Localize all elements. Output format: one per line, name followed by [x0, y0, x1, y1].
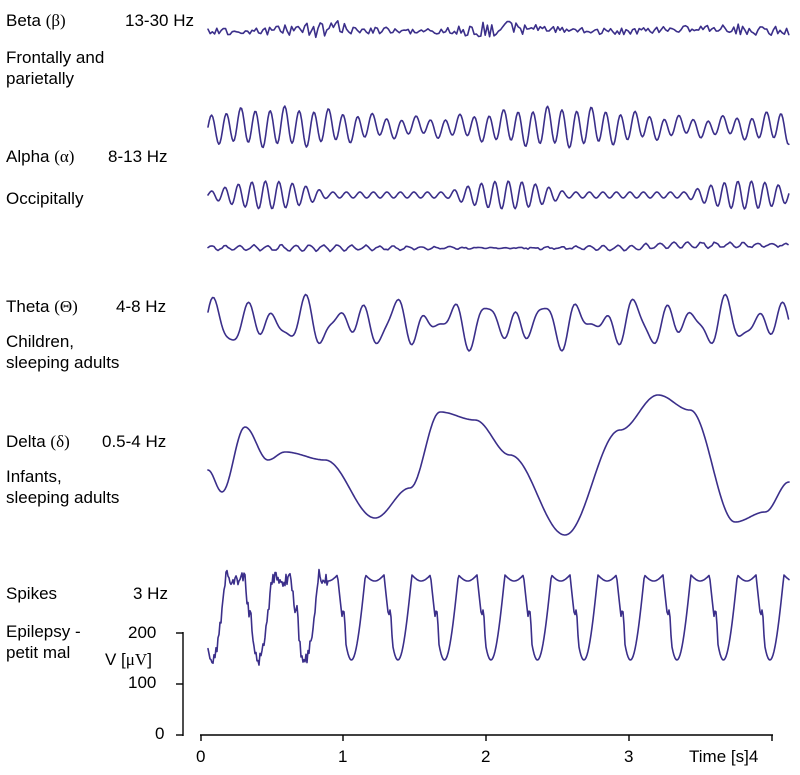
theta-trace	[207, 293, 790, 352]
theta-name: Theta	[6, 297, 55, 316]
x-tick-label-3: 3	[624, 747, 634, 766]
delta-title: Delta (δ)	[6, 431, 70, 452]
beta-location: Frontally and parietally	[6, 48, 105, 88]
spikes-title: Spikes	[6, 583, 57, 604]
x-tick-label-4: 4	[748, 747, 759, 766]
y-tick-label-200: 200	[128, 623, 157, 642]
y-axis-label-suffix: ]	[147, 650, 152, 669]
alpha-name: Alpha	[6, 147, 55, 166]
x-tick-label-2: 2	[481, 747, 491, 766]
delta-frequency: 0.5-4 Hz	[102, 432, 167, 451]
alpha-trace-3	[207, 241, 789, 253]
beta-name: Beta	[6, 11, 46, 30]
y-axis-label-unit: μV	[125, 650, 148, 669]
spikes-location: Epilepsy - petit mal	[6, 622, 81, 662]
spikes-frequency: 3 Hz	[133, 584, 168, 603]
theta-title: Theta (Θ)	[6, 296, 78, 317]
y-axis-label-prefix: V [	[105, 650, 126, 669]
alpha-frequency: 8-13 Hz	[108, 147, 168, 166]
beta-trace	[207, 20, 790, 39]
alpha-location: Occipitally	[6, 189, 84, 208]
alpha-title: Alpha (α)	[6, 146, 74, 167]
alpha-trace-2	[207, 180, 790, 210]
y-tick-label-0: 0	[155, 724, 165, 743]
beta-title: Beta (β)	[6, 10, 66, 31]
alpha-trace-1	[207, 105, 790, 149]
theta-symbol: (Θ)	[54, 297, 78, 316]
delta-name: Delta	[6, 432, 51, 451]
delta-location: Infants, sleeping adults	[6, 467, 120, 507]
x-tick-label-1: 1	[338, 747, 348, 766]
beta-frequency: 13-30 Hz	[125, 11, 194, 30]
x-axis-label: Time [s]4	[689, 747, 758, 767]
y-axis-label: V [μV]	[105, 649, 152, 670]
x-tick-label-0: 0	[196, 747, 206, 766]
delta-trace	[207, 394, 790, 536]
theta-location: Children, sleeping adults	[6, 332, 120, 372]
delta-symbol: (δ)	[50, 432, 70, 451]
x-axis-label-text: Time [s]	[689, 747, 749, 766]
spikes-name: Spikes	[6, 584, 58, 603]
beta-symbol: (β)	[45, 11, 66, 30]
y-tick-label-100: 100	[128, 673, 157, 692]
spikes-trace	[207, 568, 790, 666]
alpha-symbol: (α)	[54, 147, 75, 166]
theta-frequency: 4-8 Hz	[116, 297, 167, 316]
